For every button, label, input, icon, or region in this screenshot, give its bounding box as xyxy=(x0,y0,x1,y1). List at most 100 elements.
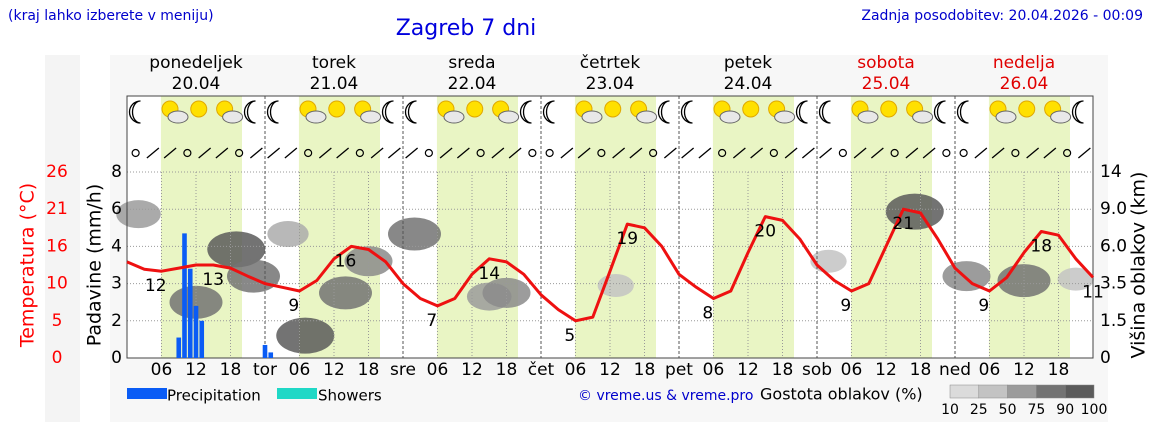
density-swatch xyxy=(1007,384,1037,399)
wind-calm xyxy=(838,148,847,158)
daylight-band xyxy=(298,96,380,358)
temp-extreme-label: 5 xyxy=(564,326,575,346)
precip-tick-label: 3 xyxy=(111,274,122,294)
wind-calm xyxy=(890,148,899,158)
daylight-band xyxy=(712,96,794,358)
wind-barb xyxy=(698,147,712,159)
day-name: sobota xyxy=(857,53,915,73)
wind-calm xyxy=(528,148,537,158)
precip-bar xyxy=(268,352,274,358)
precip-tick-label: 0 xyxy=(111,348,122,368)
icon-moon xyxy=(519,100,532,124)
wind-barb xyxy=(198,147,212,159)
icon-moon xyxy=(128,100,141,124)
precip-bar xyxy=(262,344,268,358)
icon-cloud xyxy=(1050,110,1072,124)
density-legend-title: Gostota oblakov (%) xyxy=(760,385,923,404)
temp-extreme-label: 20 xyxy=(754,222,776,242)
x-tick-label: 18 xyxy=(634,360,656,380)
wind-barb xyxy=(560,147,574,159)
icon-moon xyxy=(1071,100,1084,124)
x-tick-label: sre xyxy=(390,360,416,380)
wind-barb xyxy=(1077,147,1091,159)
precip-tick-label: 6 xyxy=(111,199,122,219)
wind-barb xyxy=(249,147,263,159)
wind-barb xyxy=(681,147,695,159)
temp-axis-label: Temperatura (°C) xyxy=(17,183,39,348)
icon-sun xyxy=(190,100,208,118)
cloud-tick-label: 6.0 xyxy=(1100,236,1127,256)
cloud-tick-label: 3.5 xyxy=(1100,274,1127,294)
wind-calm xyxy=(959,148,968,158)
x-tick-label: sob xyxy=(802,360,832,380)
day-name: četrtek xyxy=(580,53,641,73)
icon-cloud xyxy=(167,110,189,124)
density-label: 75 xyxy=(1027,402,1045,418)
icon-cloud xyxy=(581,110,603,124)
temp-extreme-label: 13 xyxy=(202,270,224,290)
day-date: 20.04 xyxy=(172,74,221,94)
wind-calm xyxy=(131,148,140,158)
temp-extreme-label: 21 xyxy=(892,214,914,234)
temp-extreme-label: 9 xyxy=(288,296,299,316)
wind-barb xyxy=(508,147,522,159)
icon-sun xyxy=(1018,100,1036,118)
icon-cloud xyxy=(305,110,327,124)
x-tick-label: 18 xyxy=(910,360,932,380)
cloud-tick-label: 1.5 xyxy=(1100,311,1127,331)
wind-calm xyxy=(942,148,951,158)
wind-barb xyxy=(336,147,350,159)
density-swatch xyxy=(978,384,1008,399)
day-name: nedelja xyxy=(993,53,1055,73)
icon-moon xyxy=(795,100,808,124)
wind-barb xyxy=(612,147,626,159)
day-name: petek xyxy=(724,53,772,73)
icon-sun xyxy=(466,100,484,118)
wind-barb xyxy=(922,147,936,159)
wind-calm xyxy=(476,148,485,158)
icon-cloud xyxy=(912,110,934,124)
precip-tick-label: 2 xyxy=(111,311,122,331)
temp-extreme-label: 7 xyxy=(426,311,437,331)
temp-extreme-label: 19 xyxy=(616,229,638,249)
icon-cloud xyxy=(857,110,879,124)
icon-cloud xyxy=(360,110,382,124)
x-tick-label: 12 xyxy=(323,360,345,380)
x-tick-label: čet xyxy=(528,360,555,380)
wind-barb xyxy=(991,147,1005,159)
x-tick-label: 18 xyxy=(358,360,380,380)
x-tick-label: tor xyxy=(253,360,277,380)
daylight-band xyxy=(436,96,518,358)
temp-tick-label: 26 xyxy=(46,162,68,182)
wind-barb xyxy=(663,147,677,159)
temp-tick-label: 16 xyxy=(46,236,68,256)
wind-barb xyxy=(439,147,453,159)
x-tick-label: ned xyxy=(939,360,971,380)
x-tick-label: 06 xyxy=(289,360,311,380)
icon-moon xyxy=(404,100,417,124)
icon-moon xyxy=(266,100,279,124)
cloud-blob xyxy=(344,246,393,277)
x-tick-label: 18 xyxy=(1048,360,1070,380)
wind-calm xyxy=(183,148,192,158)
cloud-blob xyxy=(116,200,161,229)
precip-bar xyxy=(176,337,182,358)
credit: © vreme.us & vreme.pro xyxy=(578,388,753,404)
precip-axis-label: Padavine (mm/h) xyxy=(84,184,106,347)
density-swatch xyxy=(1064,384,1095,399)
icon-moon xyxy=(657,100,670,124)
icon-moon xyxy=(381,100,394,124)
precip-bar xyxy=(193,305,199,358)
x-tick-label: 12 xyxy=(599,360,621,380)
temp-extreme-label: 11 xyxy=(1082,282,1104,302)
temp-extreme-label: 16 xyxy=(335,251,357,271)
icon-moon xyxy=(542,100,555,124)
wind-calm xyxy=(718,148,727,158)
temperature-line xyxy=(126,207,1095,323)
density-swatch xyxy=(949,384,980,399)
temp-tick-label: 0 xyxy=(52,348,63,368)
density-label: 100 xyxy=(1081,402,1108,418)
x-tick-label: 12 xyxy=(461,360,483,380)
precip-bar xyxy=(199,320,205,358)
